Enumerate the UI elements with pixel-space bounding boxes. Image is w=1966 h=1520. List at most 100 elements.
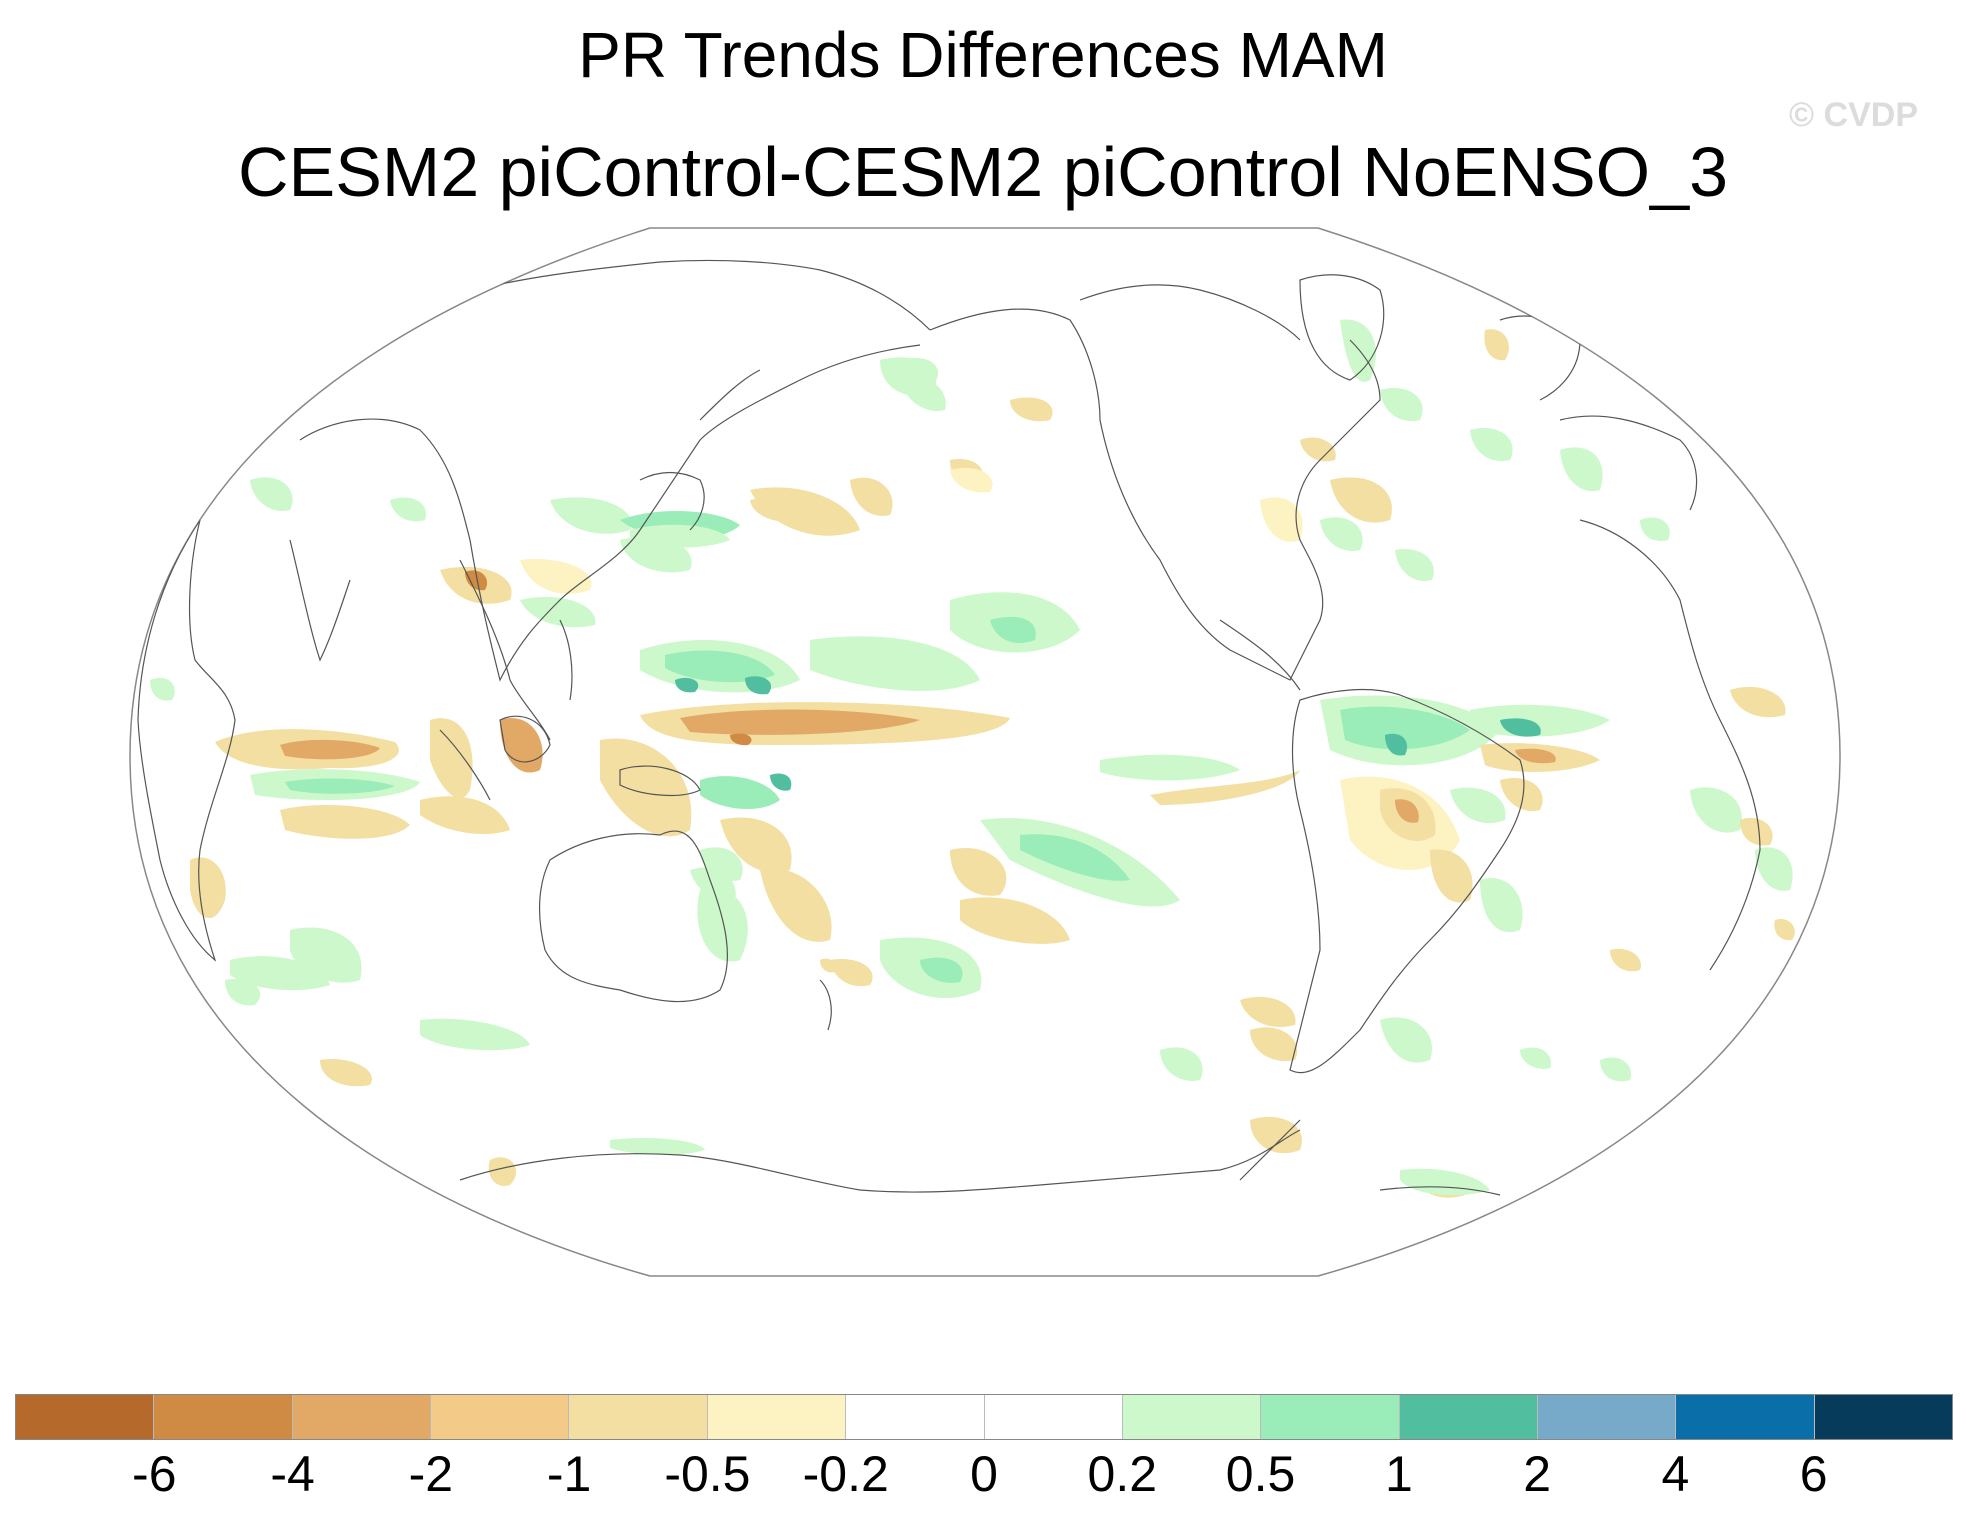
- anomaly-wet: [1600, 1057, 1631, 1082]
- anomaly-dry: [465, 570, 488, 591]
- anomaly-wet: [420, 1018, 530, 1051]
- anomaly-dry: [1774, 919, 1795, 941]
- greenland-coast: [1299, 274, 1385, 381]
- anomaly-wet: [1520, 1047, 1551, 1069]
- kamchatka-coast: [699, 369, 761, 421]
- colorbar: [16, 1395, 1953, 1439]
- anomaly-wet: [1640, 517, 1670, 541]
- anomaly-dry: [830, 959, 873, 987]
- colorbar-tick-label: -6: [132, 1446, 177, 1502]
- southeast-asia-coast: [459, 559, 551, 741]
- colorbar-box: [1399, 1395, 1538, 1439]
- anomaly-dry: [720, 817, 792, 873]
- arctic-islands-coast: [1079, 284, 1301, 341]
- anomaly-wet: [770, 773, 792, 791]
- colorbar-tick-label: 2: [1523, 1446, 1552, 1502]
- anomaly-dry: [320, 1059, 372, 1087]
- colorbar-box: [846, 1395, 985, 1439]
- anomaly-wet: [1480, 878, 1523, 933]
- anomaly-dry: [500, 718, 543, 773]
- anomaly-dry: [680, 709, 920, 735]
- anomaly-dry: [520, 559, 592, 594]
- anomaly-wet: [390, 497, 426, 522]
- anomaly-wet: [1470, 428, 1513, 462]
- colorbar-box: [984, 1395, 1123, 1439]
- borneo-coast: [499, 715, 551, 763]
- anomaly-wet: [745, 676, 772, 695]
- anomaly-wet: [230, 956, 330, 991]
- anomaly-dry: [1500, 778, 1543, 811]
- anomaly-dry: [280, 739, 380, 760]
- anomaly-dry: [750, 497, 796, 522]
- anomaly-wet: [900, 378, 946, 411]
- sumatra-coast: [439, 729, 491, 801]
- anomaly-dry: [1010, 397, 1053, 422]
- anomaly-dry: [1260, 497, 1303, 542]
- anomaly-wet: [1755, 847, 1793, 891]
- colorbar-box: [707, 1395, 847, 1439]
- anomaly-dry: [1240, 996, 1296, 1028]
- anomaly-dry: [950, 848, 1007, 896]
- anomaly-wet: [1160, 1047, 1203, 1081]
- japan-coast: [639, 471, 705, 531]
- colorbar-tick-label: -4: [270, 1446, 315, 1502]
- colorbar-box: [1814, 1395, 1953, 1439]
- colorbar-labels: -6 -4 -2 -1 -0.5 -0.2 0 0.2 0.5 1 2 4 6: [16, 1445, 1952, 1505]
- anomaly-wet: [1020, 834, 1130, 881]
- anomaly-dry: [960, 897, 1070, 944]
- anomaly-wet: [665, 650, 775, 683]
- anomaly-wet: [1690, 787, 1742, 833]
- colorbar-box: [154, 1395, 293, 1439]
- anomaly-dry: [1150, 770, 1300, 805]
- anomaly-wet: [1340, 706, 1470, 750]
- world-map: [129, 227, 1841, 1277]
- anomaly-dry: [488, 1157, 517, 1186]
- anomaly-wet: [1450, 787, 1506, 824]
- colorbar-box: [569, 1395, 708, 1439]
- colorbar-tick-label: -0.2: [802, 1446, 889, 1502]
- colorbar-tick-label: -1: [546, 1446, 592, 1502]
- anomaly-wet: [810, 636, 980, 691]
- anomaly-wet: [990, 616, 1036, 644]
- south-america-coast: [1289, 688, 1525, 1074]
- anomaly-dry: [730, 733, 752, 746]
- figure-subtitle: CESM2 piControl-CESM2 piControl NoENSO_3: [238, 133, 1728, 211]
- anomaly-wet: [620, 536, 692, 573]
- colorbar-box: [1676, 1395, 1815, 1439]
- colorbar-tick-label: 0: [970, 1446, 998, 1502]
- europe-coast: [1559, 415, 1698, 511]
- colorbar-tick-label: 0.5: [1225, 1446, 1296, 1502]
- anomaly-dry: [820, 958, 837, 973]
- colorbar-box: [292, 1395, 432, 1439]
- colorbar-box: [1122, 1395, 1262, 1439]
- africa-east-coast: [1579, 519, 1761, 971]
- anomaly-wet: [1380, 1017, 1432, 1063]
- eurasia-coast: [299, 344, 921, 682]
- anomaly-dry: [1515, 748, 1556, 764]
- cvdp-watermark: © CVDP: [1789, 96, 1918, 134]
- anomaly-wet: [250, 477, 293, 511]
- map-frame: [129, 227, 1841, 1277]
- anomaly-wet: [285, 778, 395, 794]
- anomaly-dry: [1610, 948, 1641, 972]
- precip-anomaly-field: [150, 319, 1795, 1198]
- anomaly-wet: [225, 979, 261, 1006]
- anomaly-dry: [950, 467, 993, 493]
- antarctica-east-coast: [1379, 1186, 1501, 1196]
- coastlines: [137, 259, 1761, 1196]
- anomaly-wet: [675, 677, 699, 693]
- anomaly-wet: [1340, 319, 1376, 382]
- anomaly-wet: [1500, 718, 1541, 737]
- anomaly-wet: [1560, 447, 1603, 492]
- india-coast: [289, 539, 351, 662]
- colorbar-tick-label: -2: [408, 1446, 454, 1502]
- central-america-coast: [1219, 619, 1301, 691]
- colorbar-tick-label: 4: [1661, 1446, 1690, 1502]
- anomaly-wet: [900, 357, 939, 383]
- anomaly-dry: [600, 738, 692, 837]
- anomaly-dry: [850, 477, 893, 516]
- asia-north-coast: [439, 259, 931, 331]
- anomaly-wet: [697, 888, 748, 962]
- anomaly-dry: [1730, 686, 1786, 718]
- anomaly-dry: [1330, 477, 1392, 523]
